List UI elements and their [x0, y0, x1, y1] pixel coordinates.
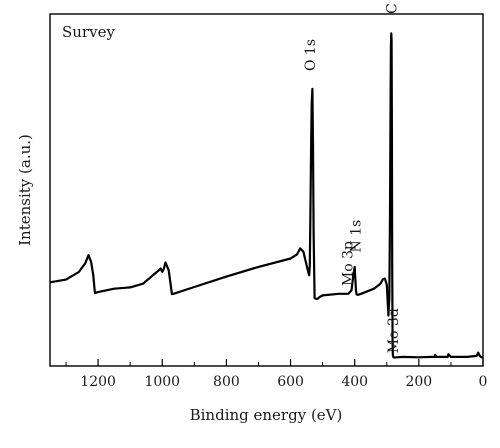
x-tick-label: 400 [341, 374, 368, 390]
peak-label: Mo 3p [341, 241, 357, 286]
x-tick-label: 200 [405, 374, 432, 390]
panel-label: Survey [62, 23, 115, 41]
peak-label: N 1s [348, 220, 364, 253]
peak-label: C 1s [385, 0, 401, 14]
y-axis-title: Intensity (a.u.) [16, 134, 34, 246]
x-tick-label: 0 [479, 374, 488, 390]
x-tick-label: 1200 [80, 374, 116, 390]
plot-frame [49, 13, 484, 367]
x-tick-label: 600 [277, 374, 304, 390]
x-ticks: 1200 1000 800 600 400 200 0 [65, 359, 488, 390]
x-tick-label: 1000 [144, 374, 180, 390]
x-tick-label: 800 [213, 374, 240, 390]
peak-label: Mo 3d [386, 308, 402, 353]
x-axis-title: Binding energy (eV) [190, 406, 343, 424]
peak-label: O 1s [303, 39, 319, 71]
series-line-survey [49, 32, 484, 359]
